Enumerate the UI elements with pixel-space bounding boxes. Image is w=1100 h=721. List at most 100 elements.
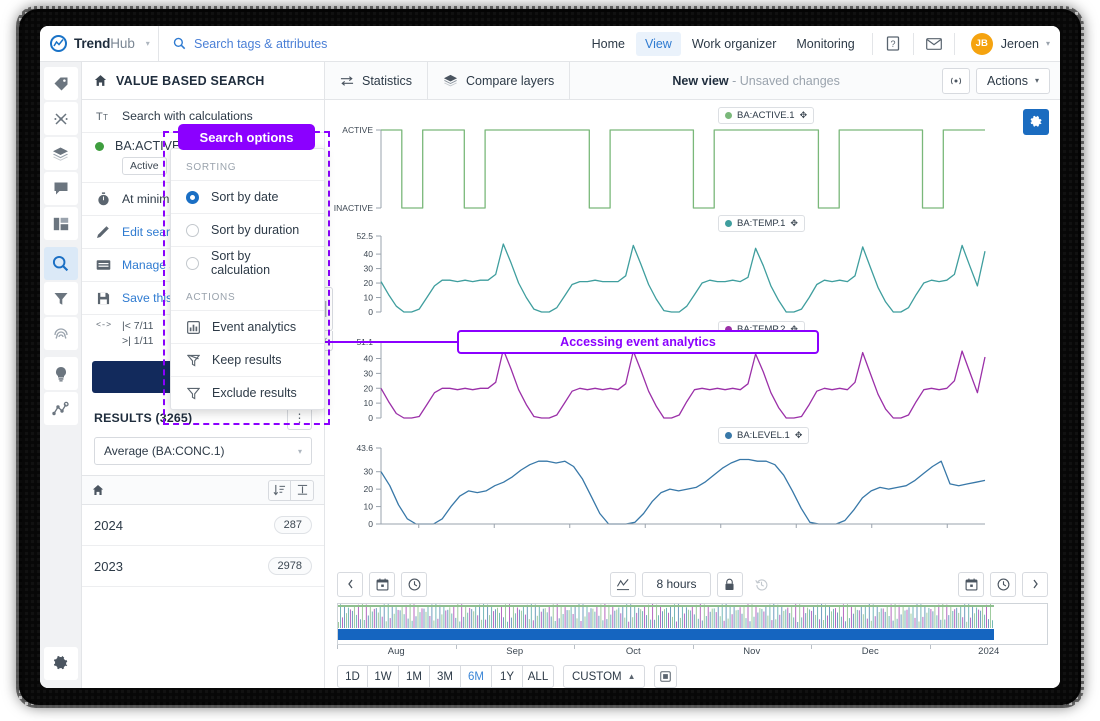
brand-logo-area[interactable]: TrendHub ▾ — [40, 26, 158, 61]
menu-item-sort-by-duration[interactable]: Sort by duration — [171, 213, 324, 246]
chart-tag-pill[interactable]: BA:LEVEL.1 ✥ — [718, 427, 810, 444]
home-icon[interactable] — [92, 484, 104, 496]
nav-view[interactable]: View — [635, 31, 681, 56]
range-button-6m[interactable]: 6M — [461, 665, 492, 688]
aggregation-select-value: Average (BA:CONC.1) — [104, 444, 225, 459]
nav-work-organizer[interactable]: Work organizer — [691, 36, 777, 51]
next-period-button[interactable] — [1022, 571, 1048, 597]
time-navigator[interactable] — [337, 603, 1048, 645]
trend-mode-icon[interactable] — [610, 571, 637, 597]
move-handle-icon[interactable]: ✥ — [790, 218, 798, 228]
prev-period-button[interactable] — [337, 571, 363, 597]
rail-item-comment-icon[interactable] — [43, 172, 78, 205]
pagination-counts: |< 7/11 >| 1/11 — [122, 319, 153, 349]
page-title: VALUE BASED SEARCH — [116, 73, 265, 88]
chevron-down-icon: ▾ — [1034, 76, 1039, 85]
clock-right-icon[interactable] — [990, 571, 1016, 597]
pagination-line-1[interactable]: |< 7/11 — [122, 320, 154, 332]
code-icon: <-> — [95, 319, 111, 329]
navigator-month-label: 2024 — [978, 646, 1000, 657]
history-icon[interactable] — [748, 571, 775, 597]
lock-icon[interactable] — [716, 571, 743, 597]
menu-item-sort-by-date[interactable]: Sort by date — [171, 180, 324, 213]
range-button-1d[interactable]: 1D — [337, 665, 368, 688]
view-status: - Unsaved changes — [732, 73, 840, 88]
svg-text:40: 40 — [364, 249, 374, 259]
range-button-3m[interactable]: 3M — [430, 665, 461, 688]
rail-item-tag-icon[interactable] — [43, 67, 78, 100]
move-handle-icon[interactable]: ✥ — [794, 430, 803, 440]
clock-left-icon[interactable] — [401, 571, 427, 597]
brand-caret-icon[interactable]: ▾ — [145, 39, 150, 48]
sort-descending-icon[interactable] — [268, 479, 291, 501]
chart-tag-pill[interactable]: BA:ACTIVE.1 ✥ — [718, 107, 815, 124]
tab-compare-layers[interactable]: Compare layers — [428, 62, 571, 99]
rail-item-layers-icon[interactable] — [43, 137, 78, 170]
menu-item-exclude-results[interactable]: Exclude results — [171, 376, 324, 409]
range-button-1m[interactable]: 1M — [399, 665, 430, 688]
tag-state-chip[interactable]: Active — [122, 157, 167, 175]
svg-text:0: 0 — [368, 413, 373, 423]
stopwatch-icon — [95, 192, 111, 206]
range-button-all[interactable]: ALL — [523, 665, 554, 688]
pagination-row[interactable]: <-> |< 7/11 >| 1/11 — [82, 315, 324, 355]
rail-item-dashboard-icon[interactable] — [43, 207, 78, 240]
popup-section-actions: ACTIONS — [186, 292, 236, 303]
svg-text:30: 30 — [364, 264, 374, 274]
rail-item-lightbulb-icon[interactable] — [43, 357, 78, 390]
chart-tag-pill[interactable]: BA:TEMP.1 ✥ — [718, 215, 805, 232]
user-caret-icon[interactable]: ▾ — [1045, 39, 1050, 48]
fullscreen-icon[interactable] — [653, 665, 677, 688]
table-row[interactable]: 2024 287 — [82, 505, 324, 547]
svg-text:30: 30 — [364, 467, 374, 477]
pagination-line-2[interactable]: >| 1/11 — [122, 335, 154, 348]
rail-item-fingerprint-icon[interactable] — [43, 317, 78, 350]
brand-name: TrendHub — [74, 36, 135, 51]
results-header: RESULTS (3265) ⋮ — [82, 393, 324, 437]
user-name[interactable]: Jeroen — [1000, 36, 1039, 51]
rail-item-network-icon[interactable] — [43, 392, 78, 425]
home-icon[interactable] — [94, 74, 107, 87]
aggregation-select[interactable]: Average (BA:CONC.1) ▾ — [94, 437, 312, 466]
rail-item-magic-icon[interactable] — [43, 102, 78, 135]
avatar[interactable]: JB — [970, 32, 993, 55]
tab-statistics[interactable]: Statistics — [325, 62, 429, 99]
chart-canvas[interactable]: ACTIVEINACTIVE52.540302010051.1403020100… — [325, 100, 1001, 530]
svg-text:INACTIVE: INACTIVE — [334, 203, 374, 213]
nav-home[interactable]: Home — [591, 36, 625, 51]
move-handle-icon[interactable]: ✥ — [790, 324, 798, 334]
custom-range-button[interactable]: CUSTOM ▲ — [563, 665, 645, 688]
main-header-actions: Actions ▾ — [941, 67, 1060, 94]
live-broadcast-icon[interactable] — [941, 67, 970, 94]
calendar-right-icon[interactable] — [958, 571, 984, 597]
mail-icon[interactable] — [922, 33, 946, 55]
actions-button[interactable]: Actions ▾ — [975, 67, 1050, 94]
column-width-icon[interactable] — [291, 479, 314, 501]
menu-item-label: Sort by duration — [211, 223, 300, 237]
search-icon — [173, 37, 186, 50]
rail-item-filter-icon[interactable] — [43, 282, 78, 315]
calendar-left-icon[interactable] — [369, 571, 395, 597]
table-row[interactable]: 2023 2978 — [82, 546, 324, 588]
menu-item-keep-results[interactable]: Keep results — [171, 343, 324, 376]
rail-item-search-icon[interactable] — [43, 247, 78, 280]
funnel-exclude-icon — [186, 387, 200, 400]
range-button-1y[interactable]: 1Y — [492, 665, 523, 688]
saved-searches-icon — [95, 259, 111, 271]
rail-item-settings-gear-icon[interactable] — [43, 647, 78, 680]
move-handle-icon[interactable]: ✥ — [799, 110, 808, 120]
duration-display[interactable]: 8 hours — [642, 571, 711, 597]
nav-monitoring[interactable]: Monitoring — [796, 36, 855, 51]
actions-label: Actions — [986, 73, 1028, 88]
global-search[interactable]: Search tags & attributes — [159, 26, 341, 61]
divider — [871, 32, 873, 55]
range-button-1w[interactable]: 1W — [368, 665, 399, 688]
help-icon[interactable]: ? — [881, 33, 905, 55]
radio-icon — [186, 223, 199, 237]
chart-settings-gear-icon[interactable] — [1023, 109, 1049, 135]
navigator-month-label: Sep — [506, 646, 524, 657]
menu-item-sort-by-calculation[interactable]: Sort by calculation — [171, 246, 324, 279]
svg-text:ACTIVE: ACTIVE — [342, 125, 373, 135]
menu-item-event-analytics[interactable]: Event analytics — [171, 310, 324, 343]
